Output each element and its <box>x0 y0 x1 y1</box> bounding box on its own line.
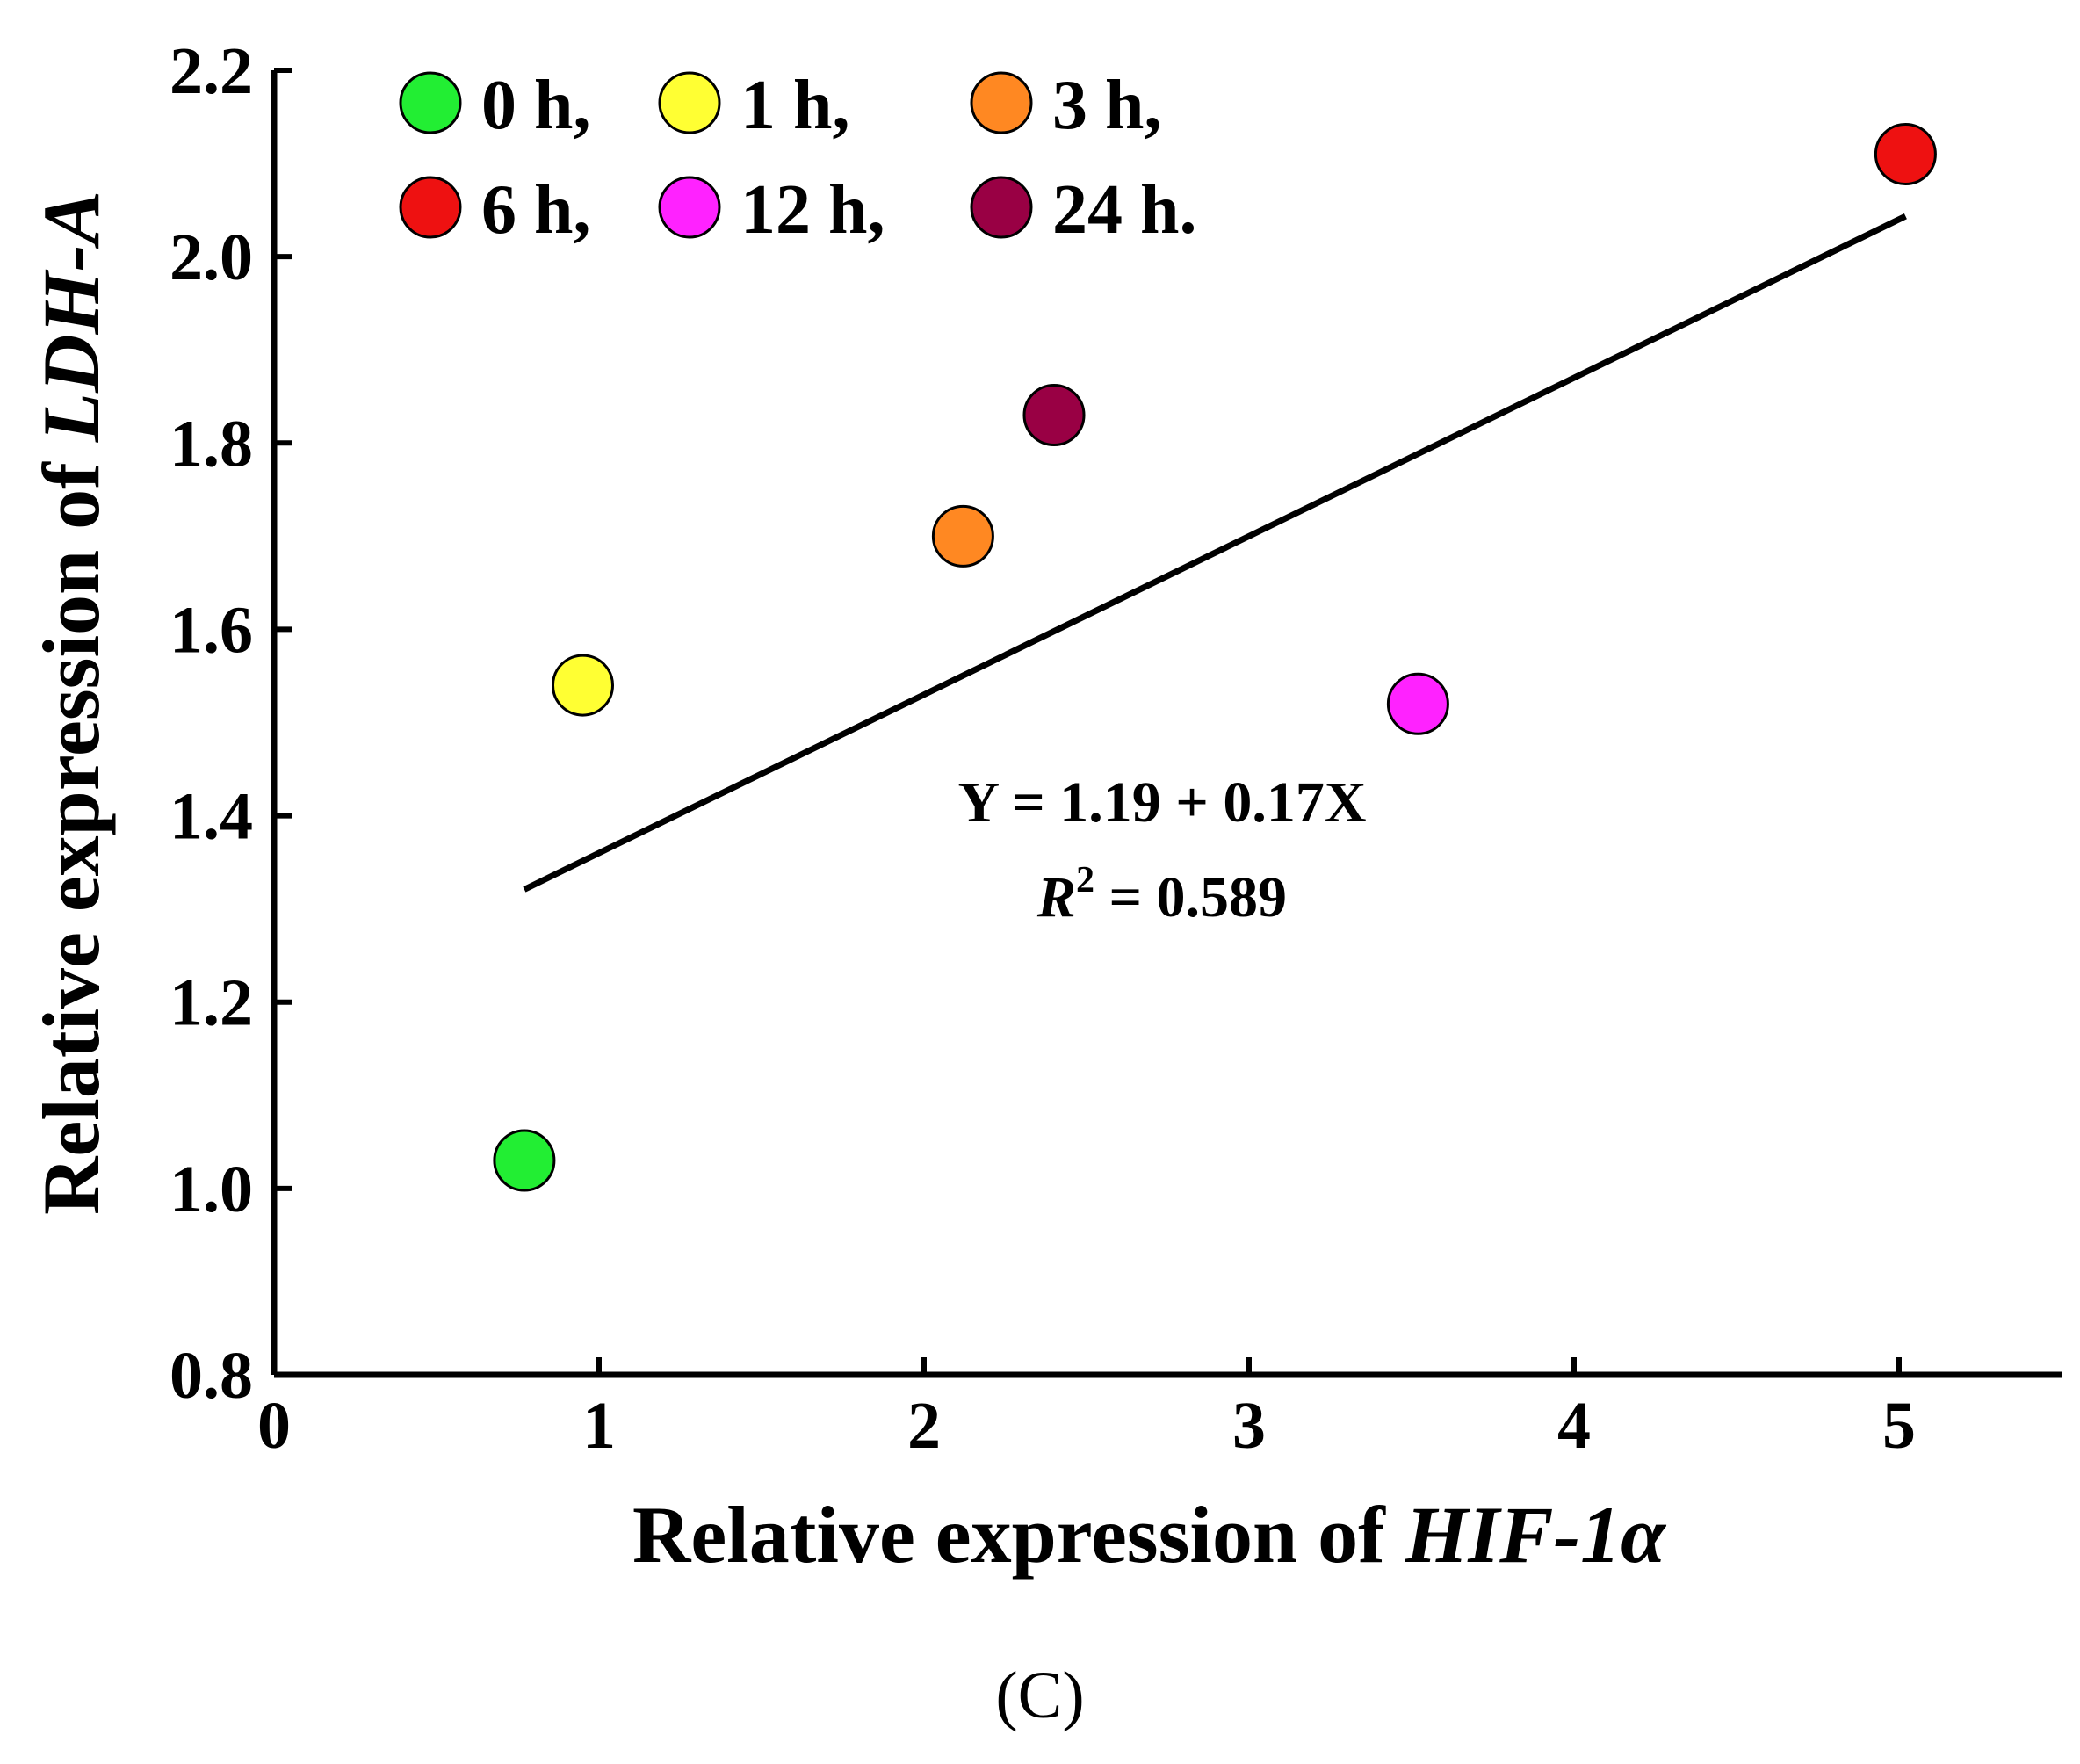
legend-label-0h: 0 h, <box>481 67 591 144</box>
legend-marker-1h <box>658 71 721 134</box>
y-axis-title: Relative expression of LDH-A <box>26 191 116 1215</box>
x-tick-label: 0 <box>257 1389 291 1463</box>
data-point-24h <box>1022 383 1086 446</box>
data-point-6h <box>1874 122 1937 185</box>
x-tick-label: 4 <box>1557 1389 1591 1463</box>
legend-marker-24h <box>970 176 1033 239</box>
legend-label-6h: 6 h, <box>481 171 591 249</box>
data-point-3h <box>931 504 994 568</box>
axes <box>271 70 2062 1378</box>
x-tick-label: 2 <box>907 1389 941 1463</box>
legend-label-1h: 1 h, <box>740 67 850 144</box>
legend-label-3h: 3 h, <box>1052 67 1162 144</box>
y-tick-label: 2.0 <box>170 220 253 294</box>
y-tick-label: 2.2 <box>170 34 253 108</box>
r-squared: R2 = 0.589 <box>1036 860 1287 929</box>
x-axis-title-gene: HIF-1α <box>1405 1490 1667 1580</box>
data-point-1h <box>552 654 614 717</box>
legend-marker-6h <box>399 176 462 239</box>
panel-label: (C) <box>995 1659 1084 1732</box>
y-tick-label: 0.8 <box>170 1339 253 1413</box>
data-points <box>493 122 1937 1192</box>
x-tick-label: 3 <box>1232 1389 1266 1463</box>
legend-label-12h: 12 h, <box>740 171 885 249</box>
x-ticks: 0 1 2 3 4 5 <box>257 1357 1916 1463</box>
y-tick-label: 1.4 <box>170 780 253 854</box>
y-tick-label: 1.0 <box>170 1153 253 1226</box>
x-axis-title: Relative expression of HIF-1α <box>632 1490 1667 1580</box>
regression-equation: Y = 1.19 + 0.17X <box>957 770 1366 835</box>
data-point-0h <box>493 1129 556 1192</box>
data-point-12h <box>1386 672 1449 735</box>
legend-marker-0h <box>399 71 462 134</box>
y-tick-label: 1.8 <box>170 407 253 481</box>
y-axis-title-gene: LDH-A <box>26 191 116 443</box>
y-ticks: 0.8 1.0 1.2 1.4 1.6 1.8 2.0 2.2 <box>170 34 292 1413</box>
y-tick-label: 1.2 <box>170 966 253 1040</box>
legend-marker-3h <box>970 71 1033 134</box>
legend-marker-12h <box>658 176 721 239</box>
legend: 0 h, 1 h, 3 h, 6 h, 12 h, 24 h. <box>399 67 1197 249</box>
x-tick-label: 1 <box>582 1389 616 1463</box>
regression-line <box>523 213 1907 893</box>
legend-label-24h: 24 h. <box>1052 171 1197 249</box>
x-tick-label: 5 <box>1882 1389 1916 1463</box>
y-tick-label: 1.6 <box>170 593 253 667</box>
